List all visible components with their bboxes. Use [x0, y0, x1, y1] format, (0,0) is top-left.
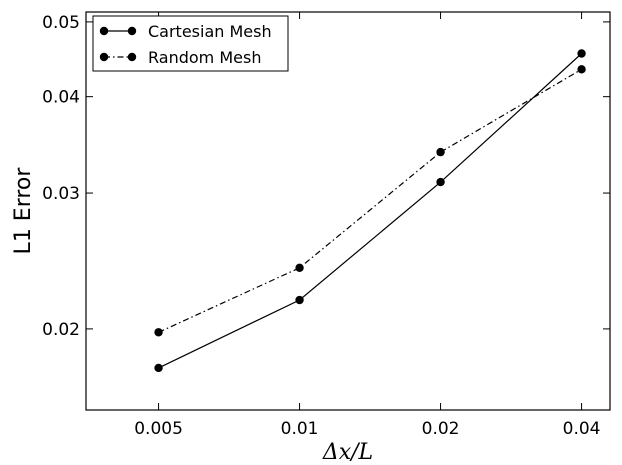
x-axis-label: Δx/L	[322, 440, 373, 465]
legend-label-2: Random Mesh	[148, 48, 261, 67]
data-point-series-2	[436, 147, 445, 157]
legend-frame	[92, 15, 289, 72]
series-layer	[154, 49, 586, 373]
data-point-series-2	[577, 65, 586, 74]
y-tick-label: 0.03	[42, 184, 80, 204]
series-line-2	[158, 68, 582, 333]
legend-marker	[99, 52, 109, 62]
legend-marker	[127, 52, 137, 62]
x-tick-label: 0.02	[422, 419, 460, 439]
y-tick-label: 0.04	[42, 88, 80, 108]
data-point-series-1	[295, 295, 304, 305]
x-tick-label: 0.01	[281, 419, 319, 439]
legend-label-1: Cartesian Mesh	[148, 22, 272, 41]
legend-marker	[99, 26, 109, 36]
y-axis-ticks: 0.02 0.03 0.04 0.05	[42, 13, 610, 340]
data-point-series-2	[295, 263, 304, 273]
data-point-series-1	[577, 49, 586, 58]
legend: Cartesian Mesh Random Mesh	[92, 15, 289, 72]
y-tick-label: 0.05	[42, 13, 80, 33]
data-point-series-1	[154, 363, 163, 373]
legend-marker	[127, 26, 137, 36]
x-tick-label: 0.04	[563, 419, 601, 439]
y-tick-label: 0.02	[42, 320, 80, 340]
x-tick-label: 0.005	[134, 419, 183, 439]
legend-items: Cartesian Mesh Random Mesh	[99, 22, 272, 67]
x-axis-ticks: 0.005 0.01 0.02 0.04	[134, 12, 600, 439]
series-line-1	[158, 53, 583, 369]
data-point-series-1	[436, 177, 445, 187]
plot-area-frame	[85, 11, 611, 411]
data-point-series-2	[154, 328, 163, 337]
y-axis-label: L1 Error	[11, 167, 36, 255]
